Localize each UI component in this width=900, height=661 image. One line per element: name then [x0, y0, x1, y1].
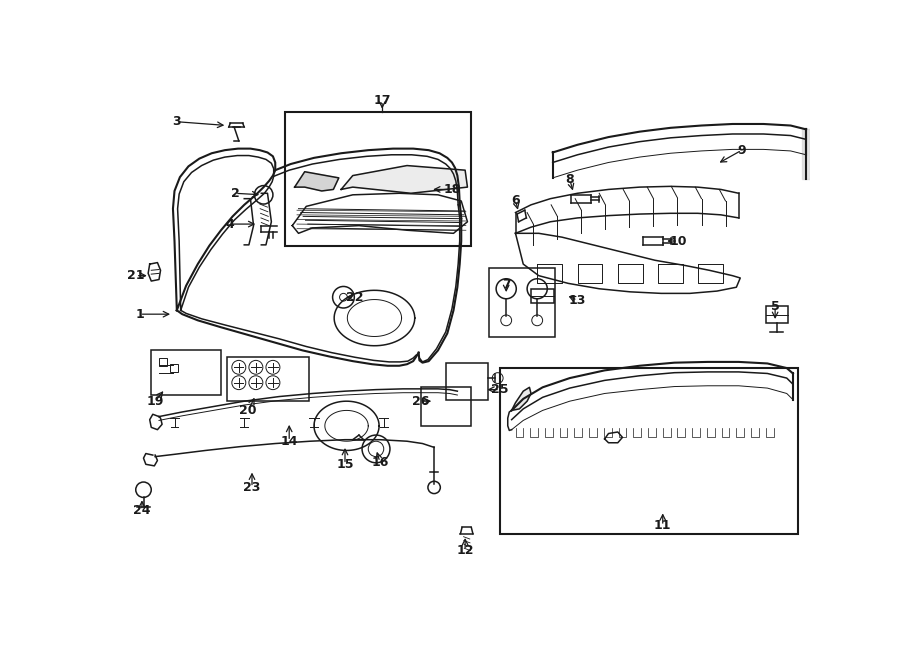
Bar [531, 289, 554, 303]
Text: 18: 18 [444, 183, 461, 196]
Text: 13: 13 [569, 293, 586, 307]
Bar [446, 363, 489, 400]
Text: 21: 21 [127, 269, 145, 282]
Text: 8: 8 [565, 173, 574, 186]
Text: 12: 12 [456, 544, 474, 557]
Polygon shape [511, 387, 531, 410]
Text: 24: 24 [133, 504, 150, 517]
Text: 19: 19 [147, 395, 164, 408]
Text: 3: 3 [172, 115, 180, 128]
Text: 7: 7 [502, 278, 510, 292]
Bar [151, 350, 221, 395]
Text: 16: 16 [371, 455, 389, 469]
Bar [170, 364, 177, 372]
Text: 6: 6 [511, 194, 520, 207]
Text: 5: 5 [770, 300, 779, 313]
Text: 17: 17 [374, 95, 391, 107]
Polygon shape [802, 130, 810, 179]
Text: 20: 20 [239, 404, 256, 417]
Text: 1: 1 [135, 307, 144, 321]
Text: 11: 11 [654, 520, 671, 532]
Text: 15: 15 [337, 458, 354, 471]
Text: 10: 10 [670, 235, 687, 247]
Bar [766, 307, 788, 323]
Text: 2: 2 [230, 187, 239, 200]
Text: 23: 23 [243, 481, 261, 494]
Bar [159, 358, 166, 366]
Bar [284, 112, 471, 247]
Text: 14: 14 [281, 435, 298, 447]
Bar [490, 268, 555, 337]
Polygon shape [294, 172, 338, 191]
Text: 26: 26 [412, 395, 429, 408]
Bar [421, 387, 472, 426]
Bar [227, 356, 309, 401]
Text: 9: 9 [737, 143, 746, 157]
Text: 4: 4 [226, 217, 235, 231]
Polygon shape [341, 165, 467, 193]
Text: 25: 25 [491, 383, 508, 396]
Text: 22: 22 [346, 291, 363, 304]
Bar [500, 368, 798, 533]
